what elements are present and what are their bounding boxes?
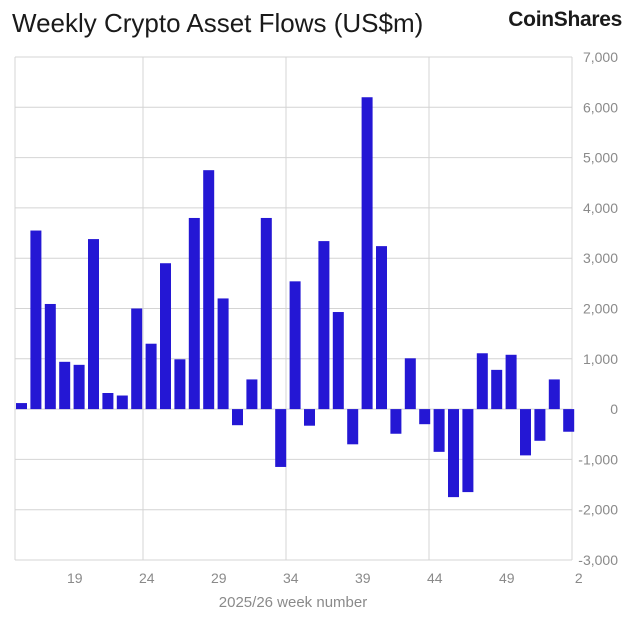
y-tick-label: 1,000: [583, 351, 618, 367]
bar: [505, 354, 517, 410]
bar: [174, 359, 186, 410]
bar: [419, 409, 431, 425]
bar: [145, 343, 157, 410]
x-tick-label: 29: [211, 570, 227, 586]
y-tick-label: -3,000: [578, 552, 618, 568]
bar: [275, 409, 287, 467]
bar: [160, 263, 171, 410]
bar: [390, 409, 402, 434]
y-tick-label: 6,000: [583, 99, 618, 115]
bar: [188, 217, 200, 410]
bar: [44, 303, 56, 410]
bar: [73, 364, 85, 410]
bar: [534, 409, 546, 441]
y-axis-ticks: 7,000 6,000 5,000 4,000 3,000 2,000 1,000 0 -1,0…: [578, 49, 618, 568]
bar: [404, 358, 416, 410]
bar: [361, 97, 373, 410]
x-tick-label: 49: [499, 570, 515, 586]
bar: [289, 281, 301, 410]
bar: [448, 409, 459, 498]
bar: [260, 217, 272, 410]
bar: [347, 409, 359, 445]
bar: [318, 241, 330, 410]
x-tick-label: 2: [575, 570, 583, 586]
x-tick-label: 44: [427, 570, 443, 586]
bar-series: [16, 97, 575, 498]
bar: [548, 379, 560, 410]
bar: [304, 409, 315, 426]
y-tick-label: 4,000: [583, 200, 618, 216]
bar: [102, 393, 114, 410]
bar: [491, 369, 503, 410]
y-tick-label: -1,000: [578, 451, 618, 467]
chart-title: Weekly Crypto Asset Flows (US$m): [12, 8, 424, 38]
x-tick-label: 24: [139, 570, 155, 586]
x-axis-ticks: 19 24 29 34 39 44 49 2: [67, 570, 583, 586]
y-tick-label: 2,000: [583, 301, 618, 317]
bar: [116, 395, 128, 410]
y-tick-label: 3,000: [583, 250, 618, 266]
y-tick-label: 5,000: [583, 150, 618, 166]
bar: [520, 409, 531, 456]
bar: [332, 312, 344, 410]
y-tick-label: 0: [610, 401, 618, 417]
x-tick-label: 34: [283, 570, 299, 586]
bar: [433, 409, 445, 452]
bar: [131, 308, 143, 410]
bar: [16, 403, 27, 410]
x-tick-label: 19: [67, 570, 83, 586]
bar: [462, 409, 474, 493]
brand-logo: CoinShares: [508, 8, 622, 31]
bar: [88, 239, 99, 410]
bar: [246, 379, 258, 410]
bar: [30, 230, 42, 410]
y-tick-label: 7,000: [583, 49, 618, 65]
bar: [476, 353, 488, 410]
bar: [376, 246, 387, 410]
bar: [232, 409, 243, 426]
bar: [217, 298, 229, 410]
x-tick-label: 39: [355, 570, 371, 586]
x-axis-label: 2025/26 week number: [219, 594, 367, 611]
bar: [563, 409, 575, 432]
bar: [203, 170, 215, 410]
y-tick-label: -2,000: [578, 502, 618, 518]
bar: [59, 361, 71, 410]
